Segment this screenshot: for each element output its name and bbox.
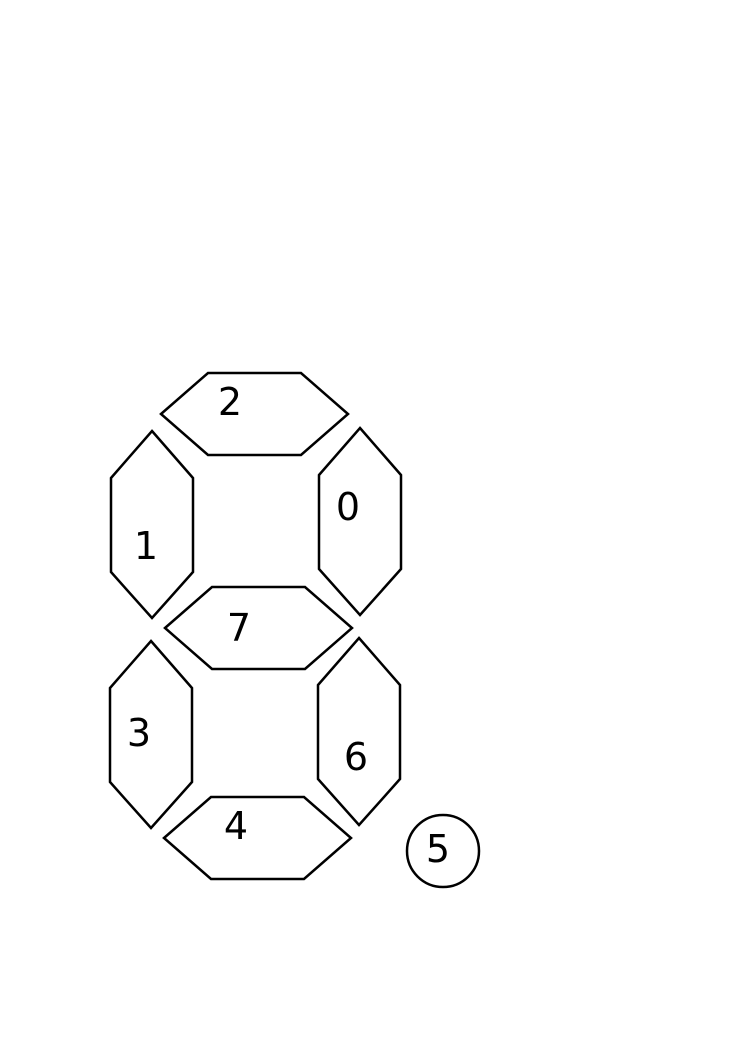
segment-5-shape bbox=[405, 813, 481, 889]
segment-7-shape bbox=[163, 585, 354, 671]
segment-6: 6 bbox=[316, 636, 402, 827]
segment-2: 2 bbox=[159, 371, 350, 457]
segment-6-label: 6 bbox=[344, 735, 368, 779]
segment-4-label: 4 bbox=[224, 804, 248, 848]
segment-1-shape bbox=[109, 429, 195, 620]
segment-5-decimal-point: 5 bbox=[405, 813, 481, 889]
segment-0-shape bbox=[317, 426, 403, 617]
segment-2-shape bbox=[159, 371, 350, 457]
segment-0-label: 0 bbox=[336, 485, 360, 529]
segment-3-label: 3 bbox=[127, 711, 151, 755]
segment-7: 7 bbox=[163, 585, 354, 671]
segment-2-label: 2 bbox=[218, 380, 242, 424]
segment-6-shape bbox=[316, 636, 402, 827]
segment-7-label: 7 bbox=[227, 606, 251, 650]
segment-1: 1 bbox=[109, 429, 195, 620]
segment-4-shape bbox=[162, 795, 353, 881]
segment-3: 3 bbox=[108, 639, 194, 830]
segment-1-label: 1 bbox=[134, 524, 158, 568]
segment-4: 4 bbox=[162, 795, 353, 881]
segment-0: 0 bbox=[317, 426, 403, 617]
segment-3-shape bbox=[108, 639, 194, 830]
segment-5-label: 5 bbox=[426, 827, 450, 871]
